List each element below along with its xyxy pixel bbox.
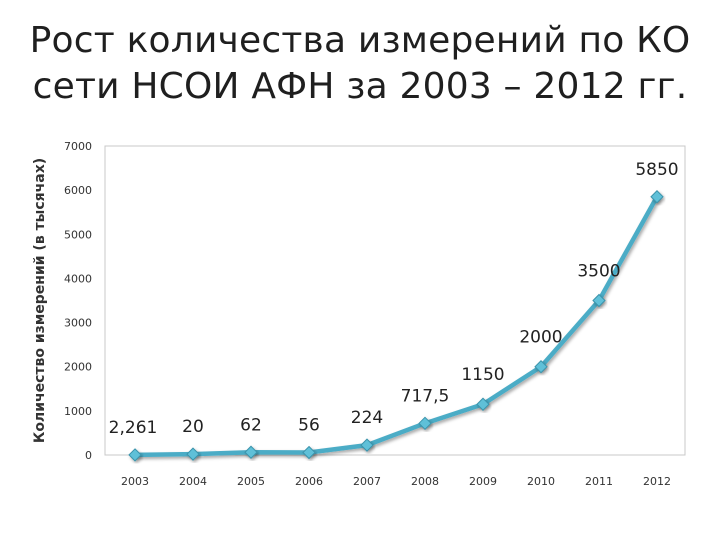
data-point-marker bbox=[476, 397, 490, 411]
y-tick-label: 3000 bbox=[64, 317, 92, 330]
data-point-marker bbox=[186, 447, 200, 461]
data-point-marker bbox=[534, 360, 548, 374]
plot-area bbox=[104, 145, 686, 456]
data-point-marker bbox=[650, 190, 664, 204]
data-value-label: 1150 bbox=[461, 365, 504, 385]
slide-title-line-2: сети НСОИ АФН за 2003 – 2012 гг. bbox=[32, 66, 688, 107]
y-axis-ticks: 0 1000 2000 3000 4000 5000 6000 7000 bbox=[64, 140, 92, 462]
x-tick-label: 2005 bbox=[237, 475, 265, 488]
x-tick-label: 2003 bbox=[121, 475, 149, 488]
data-point-marker bbox=[302, 445, 316, 460]
data-point-marker bbox=[418, 416, 432, 431]
data-markers bbox=[128, 190, 664, 462]
y-tick-label: 2000 bbox=[64, 361, 92, 374]
data-point-marker bbox=[128, 448, 142, 462]
x-axis-ticks: 2003 2004 2005 2006 2007 2008 2009 2010 2011 2012 bbox=[121, 475, 671, 488]
slide-title-line-1: Рост количества измерений по КО bbox=[29, 20, 691, 61]
y-axis-title-group: Количество измерений (в тысячах) bbox=[32, 158, 48, 443]
data-labels: 2,261 20 62 56 224 717,5 1150 2000 3500 5850 bbox=[109, 160, 679, 438]
data-value-label: 717,5 bbox=[401, 386, 450, 406]
data-point-marker bbox=[244, 445, 258, 459]
x-tick-label: 2010 bbox=[527, 475, 555, 488]
y-axis-title: Количество измерений (в тысячах) bbox=[32, 158, 48, 443]
data-value-label: 2,261 bbox=[109, 418, 158, 438]
data-point-marker bbox=[592, 293, 606, 308]
data-value-label: 2000 bbox=[519, 328, 562, 348]
x-tick-label: 2012 bbox=[643, 475, 671, 488]
data-value-label: 56 bbox=[298, 416, 320, 436]
x-tick-label: 2007 bbox=[353, 475, 381, 488]
series-line bbox=[132, 194, 660, 458]
x-tick-label: 2006 bbox=[295, 475, 323, 488]
data-value-label: 62 bbox=[240, 415, 262, 435]
data-value-label: 20 bbox=[182, 417, 204, 437]
x-tick-label: 2004 bbox=[179, 475, 207, 488]
x-tick-label: 2011 bbox=[585, 475, 613, 488]
data-point-marker bbox=[360, 438, 374, 452]
y-tick-label: 0 bbox=[85, 449, 92, 462]
data-value-label: 224 bbox=[351, 408, 383, 428]
x-tick-label: 2008 bbox=[411, 475, 439, 488]
slide-title: Рост количества измерений по КО сети НСО… bbox=[0, 18, 720, 110]
y-tick-label: 4000 bbox=[64, 272, 92, 285]
y-tick-label: 7000 bbox=[64, 140, 92, 153]
series-line-group bbox=[132, 194, 660, 458]
y-tick-label: 1000 bbox=[64, 405, 92, 418]
data-value-label: 3500 bbox=[577, 262, 620, 282]
y-tick-label: 6000 bbox=[64, 184, 92, 197]
y-tick-label: 5000 bbox=[64, 228, 92, 241]
x-tick-label: 2009 bbox=[469, 475, 497, 488]
data-value-label: 5850 bbox=[635, 160, 678, 180]
